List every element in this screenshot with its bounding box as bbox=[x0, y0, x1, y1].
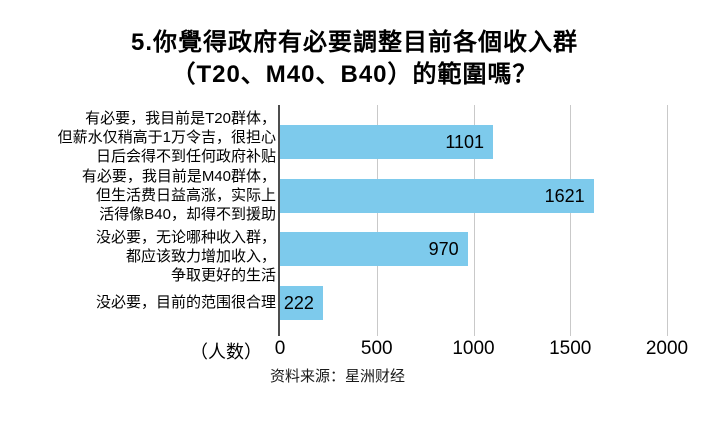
bar-no-need-reasonable: 222 bbox=[280, 286, 323, 320]
bar-value-label: 970 bbox=[428, 238, 459, 259]
category-label-line: 但薪水仅稍高于1万令吉，很担心 bbox=[57, 129, 276, 146]
category-label-line: 活得像B40，却得不到援助 bbox=[99, 206, 276, 223]
data-source-label: 资料来源：星洲财经 bbox=[270, 368, 406, 385]
y-axis-line bbox=[278, 105, 280, 336]
bar-no-need-increase-income: 970 bbox=[280, 232, 468, 266]
chart-title-line2: （T20、M40、B40）的範圍嗎？ bbox=[171, 61, 538, 88]
gridline-1500 bbox=[570, 105, 572, 336]
category-label-line: 日后会得不到任何政府补贴 bbox=[95, 148, 276, 165]
bar-value-label: 222 bbox=[283, 292, 314, 313]
gridline-2000 bbox=[667, 105, 668, 336]
category-label-no-need-increase-income: 没必要，无论哪种收入群， 都应该致力增加收入， 争取更好的生活 bbox=[0, 228, 276, 285]
bar-value-label: 1101 bbox=[445, 131, 485, 152]
bar-value-label: 1621 bbox=[544, 185, 585, 206]
plot-area: 1101 1621 970 222 0 500 1000 1500 2000 bbox=[275, 105, 688, 359]
bar-t20-need: 1101 bbox=[280, 125, 494, 159]
gridline-1000 bbox=[473, 105, 475, 336]
category-label-line: 有必要，我目前是T20群体， bbox=[85, 110, 276, 127]
gridline-500 bbox=[376, 105, 378, 336]
category-label-no-need-reasonable: 没必要，目前的范围很合理 bbox=[0, 293, 276, 312]
category-label-line: 有必要，我目前是M40群体， bbox=[81, 168, 276, 185]
chart-title: 5.你覺得政府有必要調整目前各個收入群 （T20、M40、B40）的範圍嗎？ bbox=[0, 27, 709, 91]
x-axis-unit-label: （人数） bbox=[190, 342, 262, 362]
x-tick-1500: 1500 bbox=[549, 338, 592, 359]
category-label-m40-need: 有必要，我目前是M40群体， 但生活费日益高涨，实际上 活得像B40，却得不到援… bbox=[0, 167, 276, 224]
category-label-line: 争取更好的生活 bbox=[170, 267, 276, 284]
category-label-t20-need: 有必要，我目前是T20群体， 但薪水仅稍高于1万令吉，很担心 日后会得不到任何政… bbox=[0, 109, 276, 166]
category-label-line: 都应该致力增加收入， bbox=[125, 248, 276, 265]
bar-m40-need: 1621 bbox=[280, 179, 594, 213]
category-label-line: 没必要，目前的范围很合理 bbox=[95, 294, 276, 311]
category-label-line: 没必要，无论哪种收入群， bbox=[95, 229, 276, 246]
x-tick-0: 0 bbox=[274, 338, 286, 359]
chart-title-line1: 5.你覺得政府有必要調整目前各個收入群 bbox=[130, 29, 578, 56]
x-tick-500: 500 bbox=[360, 338, 393, 359]
category-label-line: 但生活费日益高涨，实际上 bbox=[95, 187, 276, 204]
x-tick-2000: 2000 bbox=[645, 338, 689, 359]
x-tick-1000: 1000 bbox=[452, 338, 495, 359]
